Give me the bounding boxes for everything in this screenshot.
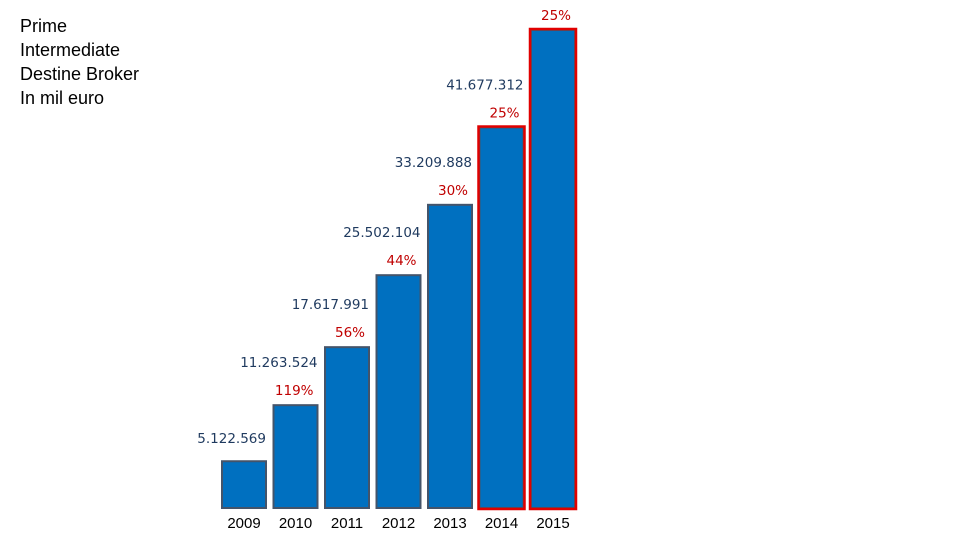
- x-tick-label-2012: 2012: [382, 515, 415, 532]
- title-line-3: Destine Broker: [20, 64, 140, 84]
- bar-2010: [272, 404, 319, 509]
- data-label-growth-2014: 25%: [489, 106, 519, 122]
- x-tick-label-2009: 2009: [227, 515, 260, 532]
- bar-2011: [324, 346, 370, 510]
- bar-2013: [427, 203, 473, 509]
- data-label-value-2013: 33.209.888: [395, 155, 472, 171]
- x-tick-label-2015: 2015: [536, 515, 569, 532]
- title-line-4: In mil euro: [20, 88, 105, 108]
- bar-2012: [375, 274, 422, 509]
- data-label-value-2012: 25.502.104: [343, 225, 420, 241]
- bar-highlight-2014: [477, 125, 526, 511]
- bar-highlight-2015: [528, 27, 578, 511]
- bar-2009: [221, 460, 267, 509]
- data-label-growth-2011: 56%: [335, 325, 365, 341]
- x-tick-label-2010: 2010: [279, 515, 312, 532]
- data-label-growth-2010: 119%: [275, 383, 314, 399]
- data-label-growth-2012: 44%: [386, 253, 416, 269]
- x-tick-label-2014: 2014: [485, 515, 518, 532]
- data-label-growth-2013: 30%: [438, 183, 468, 199]
- data-label-value-2014: 41.677.312: [446, 78, 523, 94]
- title-line-2: Intermediate: [20, 40, 121, 60]
- bar-2015: [530, 29, 576, 509]
- data-label-value-2009: 5.122.569: [197, 431, 266, 447]
- data-label-value-2011: 17.617.991: [292, 297, 369, 313]
- data-label-growth-2015: 25%: [541, 8, 571, 24]
- bar-2014: [478, 126, 525, 510]
- data-label-value-2010: 11.263.524: [240, 355, 317, 371]
- x-tick-label-2011: 2011: [331, 515, 363, 532]
- chart-title: Prime Intermediate Destine Broker In mil…: [20, 14, 220, 110]
- x-tick-label-2013: 2013: [433, 515, 466, 532]
- title-line-1: Prime: [20, 16, 68, 36]
